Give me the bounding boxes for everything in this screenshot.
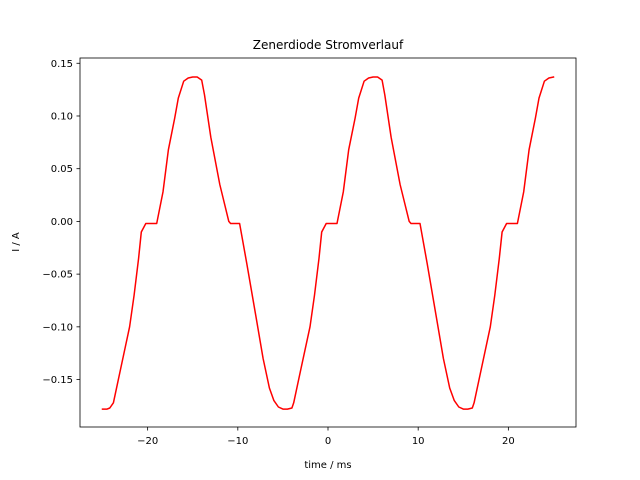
x-tick-label: −10 xyxy=(227,436,248,447)
x-tick-label: 0 xyxy=(325,436,331,447)
x-axis-label: time / ms xyxy=(304,460,351,471)
series-line xyxy=(101,76,555,410)
plot-area xyxy=(80,58,576,427)
x-tick-label: 20 xyxy=(502,436,515,447)
y-tick-label: −0.15 xyxy=(42,375,73,386)
y-axis-label: I / A xyxy=(11,232,22,252)
x-tick-label: 10 xyxy=(412,436,425,447)
y-axis-ticks: 0.15 0.10 0.05 0.00 −0.05 −0.10 −0.15 xyxy=(42,59,80,386)
chart-title: Zenerdiode Stromverlauf xyxy=(253,38,404,52)
y-tick-label: 0.05 xyxy=(51,164,73,175)
y-tick-label: −0.05 xyxy=(42,270,73,281)
y-tick-label: 0.10 xyxy=(51,111,73,122)
x-tick-label: −20 xyxy=(137,436,158,447)
y-tick-label: 0.15 xyxy=(51,59,73,70)
x-axis-ticks: −20 −10 0 10 20 xyxy=(137,427,515,447)
y-tick-label: 0.00 xyxy=(51,217,73,228)
plot-frame xyxy=(79,57,577,428)
y-tick-label: −0.10 xyxy=(42,322,73,333)
